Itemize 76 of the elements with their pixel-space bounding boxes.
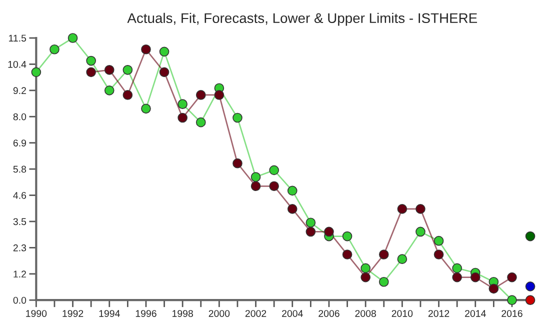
point (232, 112, 242, 123)
point (232, 158, 242, 168)
point (434, 250, 444, 260)
point (342, 231, 352, 242)
point (178, 112, 188, 123)
point (122, 90, 133, 100)
y-tick-label: 4.6 (13, 192, 26, 199)
point (214, 90, 224, 100)
point (397, 254, 408, 264)
x-tick-label: 2002 (245, 310, 266, 317)
x-tick-label: 1990 (26, 310, 47, 317)
point (68, 33, 78, 43)
point (269, 165, 279, 176)
x-tick-label: 2008 (355, 310, 376, 317)
y-tick-label: 9.2 (13, 87, 26, 94)
y-tick-label: 2.3 (13, 244, 26, 252)
y-tick-label: 0.0 (13, 296, 26, 304)
point (104, 64, 114, 75)
point (196, 90, 206, 100)
y-tick-label: 1.2 (14, 270, 26, 278)
x-tick-label: 2014 (465, 310, 486, 317)
point (452, 272, 462, 282)
point (141, 44, 151, 54)
y-tick-label: 11.5 (8, 34, 26, 42)
chart-title: Actuals, Fit, Forecasts, Lower & Upper Limits - ISTHERE (127, 12, 478, 26)
point (525, 231, 536, 242)
point (104, 85, 114, 96)
point (470, 272, 480, 282)
x-tick-label: 1996 (136, 310, 156, 317)
point (378, 250, 389, 260)
x-tick-label: 2012 (428, 310, 450, 317)
point (250, 172, 261, 182)
point (250, 181, 261, 192)
point (416, 226, 426, 237)
y-tick-label: 10.4 (8, 60, 26, 68)
point (122, 64, 133, 75)
y-tick-label: 3.5 (13, 218, 26, 226)
point (50, 44, 60, 54)
point (378, 276, 389, 287)
y-tick-label: 6.9 (13, 140, 26, 146)
point (287, 204, 298, 214)
point (159, 46, 170, 57)
point (452, 263, 462, 274)
point (360, 263, 370, 274)
point (196, 117, 206, 128)
point (269, 181, 279, 192)
point (360, 272, 370, 282)
point (86, 56, 96, 66)
x-tick-label: 1992 (62, 310, 84, 317)
point (525, 295, 536, 306)
point (287, 186, 298, 196)
point (306, 218, 316, 228)
point (31, 67, 42, 78)
x-tick-label: 2006 (318, 310, 340, 317)
x-tick-label: 2010 (392, 310, 413, 317)
point (416, 204, 426, 214)
x-tick-label: 2000 (208, 310, 230, 317)
point (488, 284, 499, 294)
point (342, 250, 352, 260)
point (178, 99, 188, 110)
point (434, 236, 444, 246)
point (306, 226, 316, 237)
x-tick-label: 1998 (172, 310, 193, 317)
x-tick-label: 2004 (282, 310, 303, 317)
x-tick-label: 1994 (99, 310, 120, 317)
y-tick-label: 8.0 (13, 113, 26, 120)
point (507, 272, 517, 282)
x-tick-label: 2016 (502, 310, 522, 317)
point (525, 282, 536, 292)
point (397, 204, 408, 214)
point (507, 295, 517, 306)
point (141, 104, 151, 114)
point (324, 226, 334, 237)
point (159, 67, 170, 78)
y-tick-label: 5.8 (13, 166, 26, 173)
point (86, 67, 96, 78)
